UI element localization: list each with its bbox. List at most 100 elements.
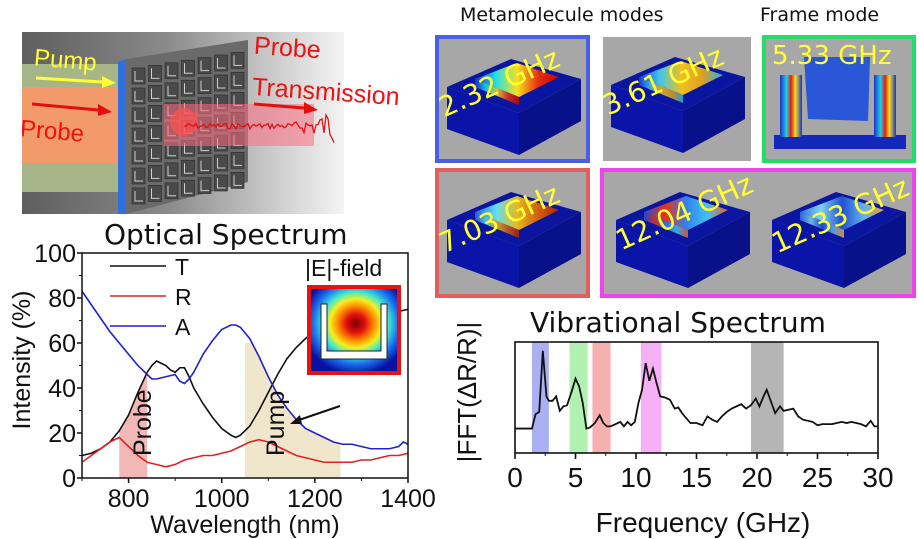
- u-resonator: [134, 171, 143, 182]
- resonator-cell: [181, 79, 195, 97]
- resonator-cell: [148, 125, 162, 142]
- u-resonator: [200, 160, 209, 172]
- x-tick-label: 0: [507, 462, 523, 493]
- resonator-cell: [181, 59, 195, 77]
- mode-shape-insert: [475, 196, 559, 230]
- resonator-cell: [181, 179, 195, 197]
- u-resonator: [233, 55, 242, 66]
- shaded-band: [640, 342, 662, 453]
- u-resonator: [151, 108, 160, 119]
- resonator-cell: [214, 154, 228, 172]
- resonator-cell: [131, 107, 146, 125]
- mode-panel-5-33: 5.33 GHz: [762, 35, 916, 163]
- probe-arrow: [31, 102, 112, 116]
- u-resonator: [167, 145, 176, 157]
- resonator-cell: [164, 62, 179, 80]
- resonator-cell: [164, 162, 179, 180]
- probe-region-label: Probe: [129, 389, 157, 456]
- series-line-fft: [515, 350, 878, 430]
- u-resonator: [184, 83, 193, 94]
- x-tick-label: 30: [862, 462, 893, 493]
- mode-shape-insert: [475, 63, 559, 97]
- resonator-cell: [230, 152, 245, 169]
- vibrational-spectrum-chart: 0 5 10 15 20 25 30 Frequency (GHz) |FFT(ΔR/R)|: [452, 322, 894, 538]
- metasurface-illustration: [31, 40, 335, 214]
- series-line-a: [81, 290, 409, 450]
- y-axis-label: Intensity (%): [8, 291, 36, 430]
- block-front-face: [616, 220, 688, 288]
- y-tick-label: 0: [62, 465, 76, 493]
- x-tick-label: 10: [620, 462, 651, 493]
- u-resonator: [151, 148, 160, 159]
- y-tick-label: 60: [48, 330, 76, 358]
- u-resonator: [134, 91, 143, 102]
- u-resonator: [134, 71, 143, 82]
- resonator-cell: [197, 157, 212, 174]
- resonator-cell: [214, 74, 228, 92]
- y-axis-label: |FFT(ΔR/R)|: [452, 322, 482, 463]
- pump-probe-schematic: Pump Probe: [22, 32, 344, 214]
- resonator-cell: [131, 67, 146, 85]
- block-side-face: [688, 212, 750, 288]
- mode-shape-insert: [800, 196, 884, 230]
- mode-shape-insert-front: [644, 212, 688, 238]
- x-tick-label: 1000: [194, 485, 250, 513]
- inset-pointer-arrow: [290, 405, 341, 424]
- resonator-cell: [214, 174, 228, 192]
- resonator-cell: [131, 127, 146, 145]
- resonator-cell: [197, 57, 212, 74]
- resonator-cell: [181, 159, 195, 177]
- mode-panel-2-32: 2.32 GHz: [435, 35, 590, 163]
- mode-shape-insert: [644, 196, 728, 230]
- u-resonator: [200, 180, 209, 192]
- u-resonator: [184, 63, 193, 74]
- optical-spectrum-chart: 800 1000 1200 1400 0 20 40 60 80 100 TRA Waveleng…: [8, 240, 436, 539]
- u-resonator: [233, 175, 242, 186]
- x-tick-label: 5: [568, 462, 584, 493]
- resonator-cell: [148, 65, 162, 82]
- u-resonator: [167, 85, 176, 97]
- u-resonator: [167, 185, 176, 197]
- shaded-band: [750, 342, 784, 453]
- optical-chart-title: Optical Spectrum: [104, 218, 348, 251]
- y-tick-label: 20: [48, 420, 76, 448]
- u-resonator: [200, 60, 209, 72]
- resonator-cell: [164, 82, 179, 100]
- x-tick-label: 1200: [287, 485, 343, 513]
- legend-label-a: A: [175, 314, 191, 340]
- x-tick-label: 25: [802, 462, 833, 493]
- probe-transmission-label-line1: Probe: [253, 31, 322, 65]
- metamolecule-block: [447, 59, 581, 155]
- probe-beam: [22, 87, 122, 163]
- shaded-band: [569, 342, 588, 453]
- resonator-cell: [197, 177, 212, 194]
- u-resonator: [151, 88, 160, 99]
- e-field-label: |E|-field: [305, 255, 382, 281]
- resonator-cell: [148, 185, 162, 202]
- u-resonator: [151, 168, 160, 179]
- legend-label-t: T: [175, 254, 189, 280]
- u-resonator: [167, 165, 176, 177]
- u-resonator: [217, 158, 226, 169]
- resonator-cell: [197, 77, 212, 94]
- u-resonator: [217, 78, 226, 89]
- resonator-cell: [164, 182, 179, 200]
- probe-spot: [170, 108, 198, 136]
- u-resonator: [200, 80, 209, 92]
- x-axis-label: Frequency (GHz): [596, 507, 811, 538]
- frame-mode-shape: [774, 57, 906, 149]
- y-tick-label: 40: [48, 375, 76, 403]
- u-resonator: [167, 65, 176, 77]
- u-resonator: [233, 155, 242, 166]
- transmission-arrow: [253, 102, 318, 114]
- e-field-inset: [307, 285, 401, 375]
- resonator-cell: [131, 147, 146, 165]
- resonator-cell: [131, 167, 146, 185]
- resonator-cell: [148, 85, 162, 102]
- x-tick-label: 800: [108, 485, 150, 513]
- u-resonator: [217, 58, 226, 69]
- resonator-cell: [230, 72, 245, 89]
- probe-label: Probe: [22, 115, 86, 148]
- u-resonator: [184, 183, 193, 194]
- u-resonator: [184, 163, 193, 174]
